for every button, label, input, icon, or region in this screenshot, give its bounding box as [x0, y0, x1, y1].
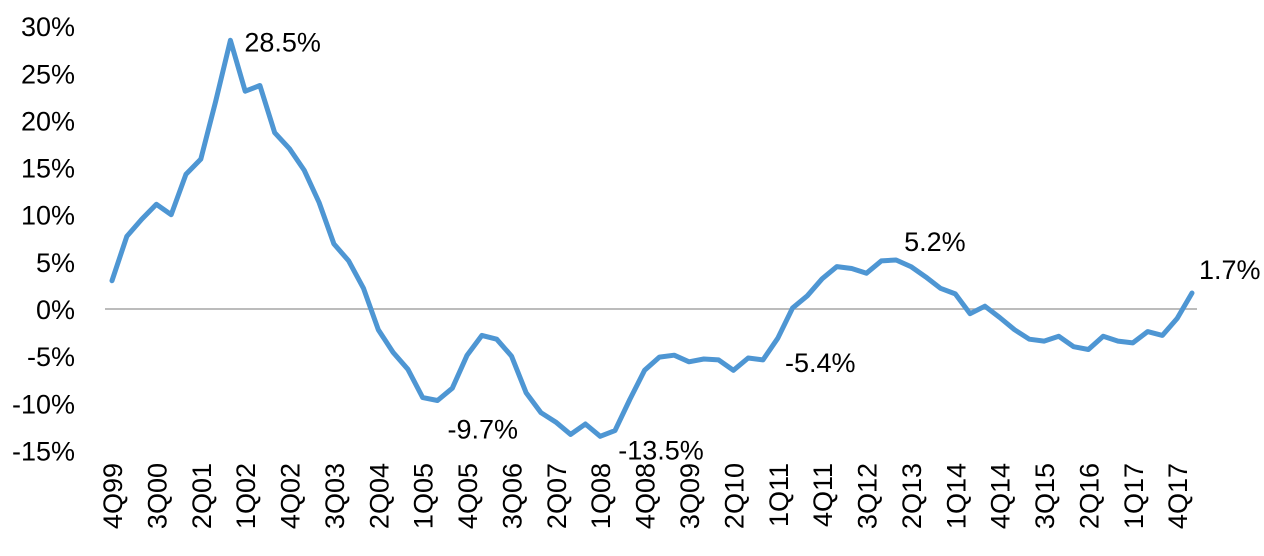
data-point-label: 28.5%	[244, 27, 321, 57]
data-point-label: -13.5%	[618, 435, 704, 465]
y-axis-tick-label: -10%	[12, 389, 75, 419]
y-axis-tick-label: -15%	[12, 436, 75, 466]
y-axis-tick-label: 0%	[36, 295, 75, 325]
x-axis-tick-label: 4Q11	[808, 463, 838, 527]
x-axis-tick-label: 2Q13	[897, 463, 927, 529]
x-axis-tick-label: 4Q99	[98, 463, 128, 529]
trend-line	[109, 37, 1195, 439]
x-axis-tick-label: 3Q09	[675, 463, 705, 529]
x-axis-tick-label: 1Q05	[409, 463, 439, 529]
y-axis-tick-label: 15%	[21, 154, 75, 184]
y-axis-tick-label: -5%	[27, 342, 75, 372]
x-axis-tick-label: 3Q12	[853, 463, 883, 529]
x-axis-tick-label: 4Q02	[276, 463, 306, 529]
x-axis-tick-label: 2Q10	[719, 463, 749, 529]
x-axis-tick-label: 1Q17	[1119, 463, 1149, 529]
x-axis-tick-label: 2Q01	[187, 463, 217, 529]
x-axis-tick-label: 4Q17	[1163, 463, 1193, 529]
x-axis-tick-label: 1Q08	[586, 463, 616, 529]
y-axis-tick-label: 25%	[21, 59, 75, 89]
x-axis-tick-label: 2Q04	[364, 463, 394, 529]
x-axis-tick-label: 1Q02	[231, 463, 261, 529]
data-point-label: -5.4%	[785, 348, 856, 378]
x-axis-tick-label: 4Q08	[631, 463, 661, 529]
data-point-label: -9.7%	[447, 414, 518, 444]
x-axis-tick-label: 3Q00	[142, 463, 172, 529]
x-axis-tick-label: 2Q07	[542, 463, 572, 529]
y-axis-tick-label: 20%	[21, 106, 75, 136]
data-point-label: 1.7%	[1199, 255, 1261, 285]
x-axis-tick-label: 3Q03	[320, 463, 350, 529]
y-axis-tick-label: 30%	[21, 12, 75, 42]
data-point-label: 5.2%	[904, 227, 966, 257]
x-axis-tick-label: 4Q05	[453, 463, 483, 529]
x-axis-tick-label: 3Q06	[497, 463, 527, 529]
x-axis-tick-label: 1Q11	[764, 463, 794, 527]
x-axis-tick-label: 2Q16	[1074, 463, 1104, 529]
x-axis-tick-label: 3Q15	[1030, 463, 1060, 529]
x-axis-tick-label: 4Q14	[986, 463, 1016, 529]
y-axis-tick-label: 10%	[21, 201, 75, 231]
x-axis-tick-label: 1Q14	[941, 463, 971, 529]
y-axis-tick-label: 5%	[36, 248, 75, 278]
